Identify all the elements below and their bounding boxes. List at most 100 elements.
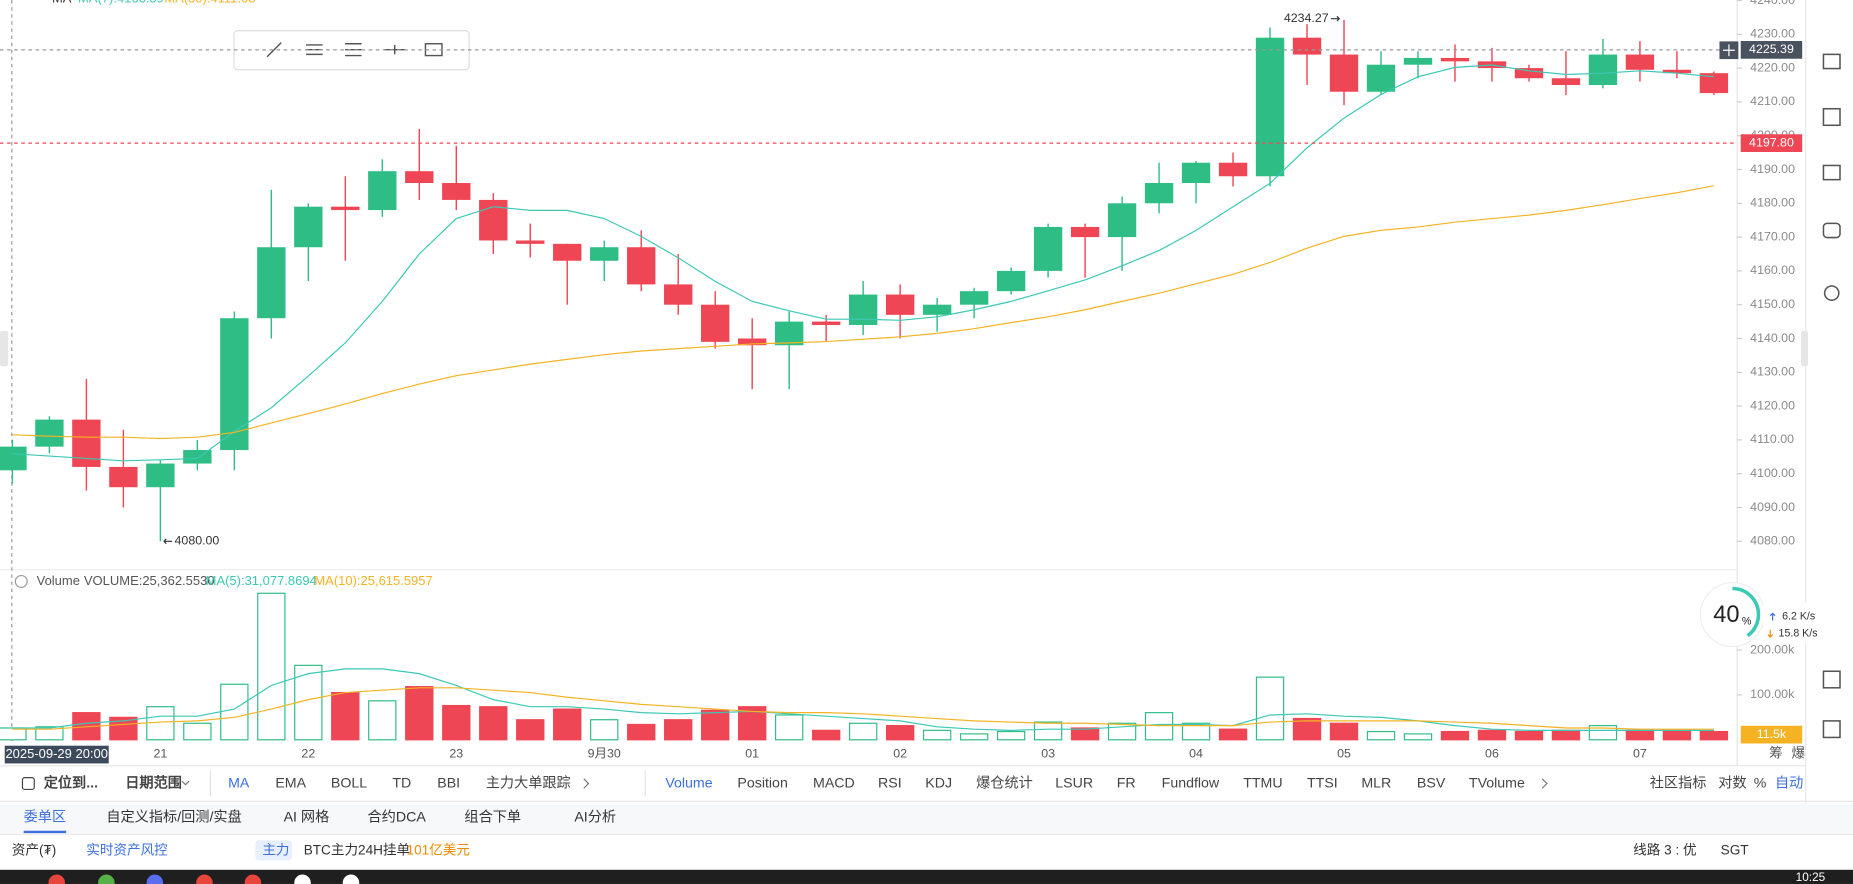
volume-ma-line <box>12 668 1714 731</box>
min-arrow <box>163 538 173 545</box>
indicator-button[interactable]: 爆仓统计 <box>976 775 1033 791</box>
tool-icon[interactable] <box>1822 164 1841 181</box>
app-icon[interactable] <box>342 874 360 884</box>
legend-entry: MA(5):31,077.8694 <box>206 573 317 588</box>
tab[interactable]: AI 网格 <box>284 810 330 826</box>
volume-bar <box>1588 725 1618 741</box>
volume-bar <box>1033 721 1063 741</box>
app-icon[interactable] <box>48 874 65 884</box>
indicator-button[interactable]: BOLL <box>331 775 367 791</box>
collapse-icon[interactable] <box>14 574 28 588</box>
indicator-button[interactable]: TVolume <box>1469 775 1525 791</box>
indicator-button[interactable]: 日期范围 <box>125 774 182 791</box>
indicator-button[interactable]: TTSI <box>1307 775 1338 791</box>
y-tick-label: 4160.00 <box>1750 263 1795 277</box>
y-tick-label: 4100.00 <box>1750 466 1795 480</box>
candle-body <box>35 419 64 447</box>
indicator-button[interactable]: LSUR <box>1055 775 1093 791</box>
corner-button[interactable]: 筹 <box>1769 745 1783 761</box>
indicator-button[interactable]: MLR <box>1361 775 1391 791</box>
tool-icon[interactable] <box>1822 53 1841 70</box>
legend-entry: MA(30):4111.68 <box>164 0 255 5</box>
speed-down: 15.8 K/s <box>1779 627 1818 639</box>
indicator-button[interactable]: BBI <box>437 775 460 791</box>
tool-icon[interactable] <box>1822 720 1841 739</box>
volume-bar <box>442 704 471 741</box>
indicator-button[interactable]: Position <box>737 775 787 791</box>
indicator-button[interactable]: 主力大单跟踪 <box>486 775 571 791</box>
indicator-button[interactable]: FR <box>1117 775 1136 791</box>
status-text[interactable]: 实时资产风控 <box>86 842 168 857</box>
measure-tool[interactable] <box>384 44 406 55</box>
indicator-button[interactable]: MA <box>228 775 250 791</box>
y-tick-label: 4090.00 <box>1750 500 1795 514</box>
x-tick-label: 07 <box>1633 746 1647 760</box>
app-icon[interactable] <box>98 874 115 884</box>
corner-button[interactable]: 爆 <box>1792 746 1806 761</box>
speed-up: 6.2 K/s <box>1782 611 1815 623</box>
volume-bar <box>1366 730 1396 741</box>
indicator-button[interactable]: KDJ <box>925 775 952 791</box>
candle-body <box>1366 64 1396 92</box>
ui-text: MA(7):4166.39MA(30):4111.68 MA(5):31,077.… <box>12 0 1823 857</box>
line-tool[interactable] <box>266 42 282 58</box>
indicator-button[interactable]: BSV <box>1417 775 1446 791</box>
tab[interactable]: 合约DCA <box>368 810 427 826</box>
candle-body <box>664 284 693 305</box>
right-handle[interactable] <box>1801 330 1809 367</box>
tool-icon[interactable] <box>1823 285 1840 301</box>
plus-icon <box>1723 44 1735 57</box>
tab[interactable]: 自定义指标/回测/实盘 <box>106 809 241 826</box>
volume-bar <box>1181 722 1211 741</box>
candle-body <box>516 240 545 244</box>
indicator-button[interactable]: 社区指标 <box>1650 775 1707 791</box>
indicator-button[interactable]: 自动 <box>1775 775 1803 791</box>
indicator-button[interactable]: RSI <box>878 775 902 791</box>
left-handle[interactable] <box>0 330 9 367</box>
indicator-button[interactable]: EMA <box>275 775 306 791</box>
indicator-button[interactable]: TTMU <box>1243 775 1282 791</box>
tool-icon[interactable] <box>1822 107 1841 127</box>
volume-bar <box>996 730 1026 741</box>
candle-body <box>479 199 508 241</box>
indicator-button[interactable]: Volume <box>665 775 712 791</box>
app-icon[interactable] <box>146 874 164 884</box>
app-icon[interactable] <box>244 874 262 884</box>
volume-bar <box>1144 712 1174 741</box>
indicator-button[interactable]: 定位到... <box>44 774 98 791</box>
indicator-button[interactable]: % <box>1754 775 1767 791</box>
tool-icon[interactable] <box>1822 670 1841 689</box>
candle-body <box>183 450 212 464</box>
y-tick-label: 4220.00 <box>1750 60 1795 74</box>
volume-bar <box>1662 729 1692 741</box>
indicator-button[interactable]: Fundflow <box>1162 775 1220 791</box>
tool-icon[interactable] <box>1822 222 1841 239</box>
indicator-button[interactable]: 对数 <box>1718 775 1746 791</box>
candle-body <box>405 171 434 184</box>
tab[interactable]: 委单区 <box>24 810 67 826</box>
legend-entry: MA(7):4166.39 <box>78 0 164 5</box>
indicator-button[interactable]: TD <box>392 775 411 791</box>
volume-bar <box>553 708 582 741</box>
y-tick-label: 4130.00 <box>1750 365 1795 379</box>
candle-body <box>627 247 656 285</box>
app-icon[interactable] <box>196 874 213 884</box>
status-text: SGT <box>1721 842 1749 857</box>
max-arrow <box>1331 15 1341 22</box>
tab[interactable]: 组合下单 <box>464 810 521 826</box>
tab[interactable]: AI分析 <box>574 810 616 826</box>
y-tick-label: 4210.00 <box>1750 94 1795 108</box>
x-tick-label: 02 <box>893 746 907 760</box>
volume-bar <box>1551 729 1581 741</box>
candle-body <box>442 183 471 200</box>
candle-body <box>1699 73 1729 94</box>
app-icon[interactable] <box>294 874 311 884</box>
x-tick-label: 23 <box>449 746 463 760</box>
speed-unit: % <box>1742 615 1752 627</box>
volume-bar <box>848 722 878 741</box>
indicator-button[interactable]: MACD <box>813 775 855 791</box>
locate-icon <box>21 777 35 791</box>
volume-bar <box>1218 728 1248 741</box>
